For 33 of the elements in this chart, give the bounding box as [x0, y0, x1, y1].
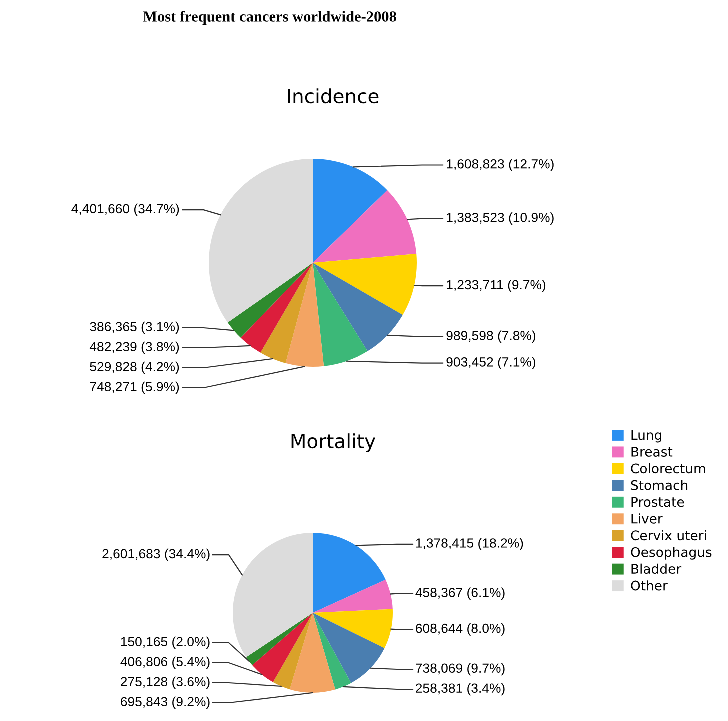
data-label: 989,598 (7.8%) [446, 330, 536, 344]
chart-subtitle: Mortality [292, 434, 376, 452]
data-label: 1,608,823 (12.7%) [447, 159, 554, 172]
legend-label: Bladder [632, 564, 682, 574]
data-label: 406,806 (5.4%) [120, 656, 210, 670]
data-label: 608,644 (8.0%) [416, 624, 505, 636]
chart-title: Most frequent cancers worldwide-2008 [143, 10, 396, 26]
data-label: 458,367 (6.1%) [416, 588, 505, 600]
data-label: 1,383,523 (10.9%) [447, 212, 554, 225]
data-label: 1,378,415 (18.2%) [416, 538, 524, 551]
data-label: 748,271 (5.9%) [90, 382, 180, 394]
data-label: 1,233,711 (9.7%) [447, 280, 546, 292]
data-label: 275,128 (3.6%) [121, 676, 210, 690]
legend-label: Stomach [631, 480, 688, 490]
chart-subtitle: Incidence [288, 88, 379, 104]
legend-label: Colorectum [631, 463, 706, 474]
data-label: 529,828 (4.2%) [90, 362, 180, 374]
legend-label: Oesophagus [631, 547, 712, 560]
data-label: 386,365 (3.1%) [90, 322, 180, 334]
data-label: 903,452 (7.1%) [446, 357, 536, 370]
data-label: 258,381 (3.4%) [416, 683, 505, 696]
legend-label: Liver [632, 514, 663, 524]
data-label: 4,401,660 (34.7%) [72, 204, 180, 216]
data-label: 695,843 (9.2%) [121, 696, 210, 710]
legend-label: Other [631, 580, 668, 591]
legend-label: Cervix uteri [631, 530, 706, 541]
data-label: 150,165 (2.0%) [121, 636, 210, 650]
legend-label: Lung [632, 430, 662, 443]
data-label: 482,239 (3.8%) [90, 342, 180, 354]
data-label: 738,069 (9.7%) [416, 663, 505, 676]
legend-label: Breast [632, 447, 673, 457]
data-label: 2,601,683 (34.4%) [102, 548, 210, 562]
legend-label: Prostate [632, 497, 684, 508]
